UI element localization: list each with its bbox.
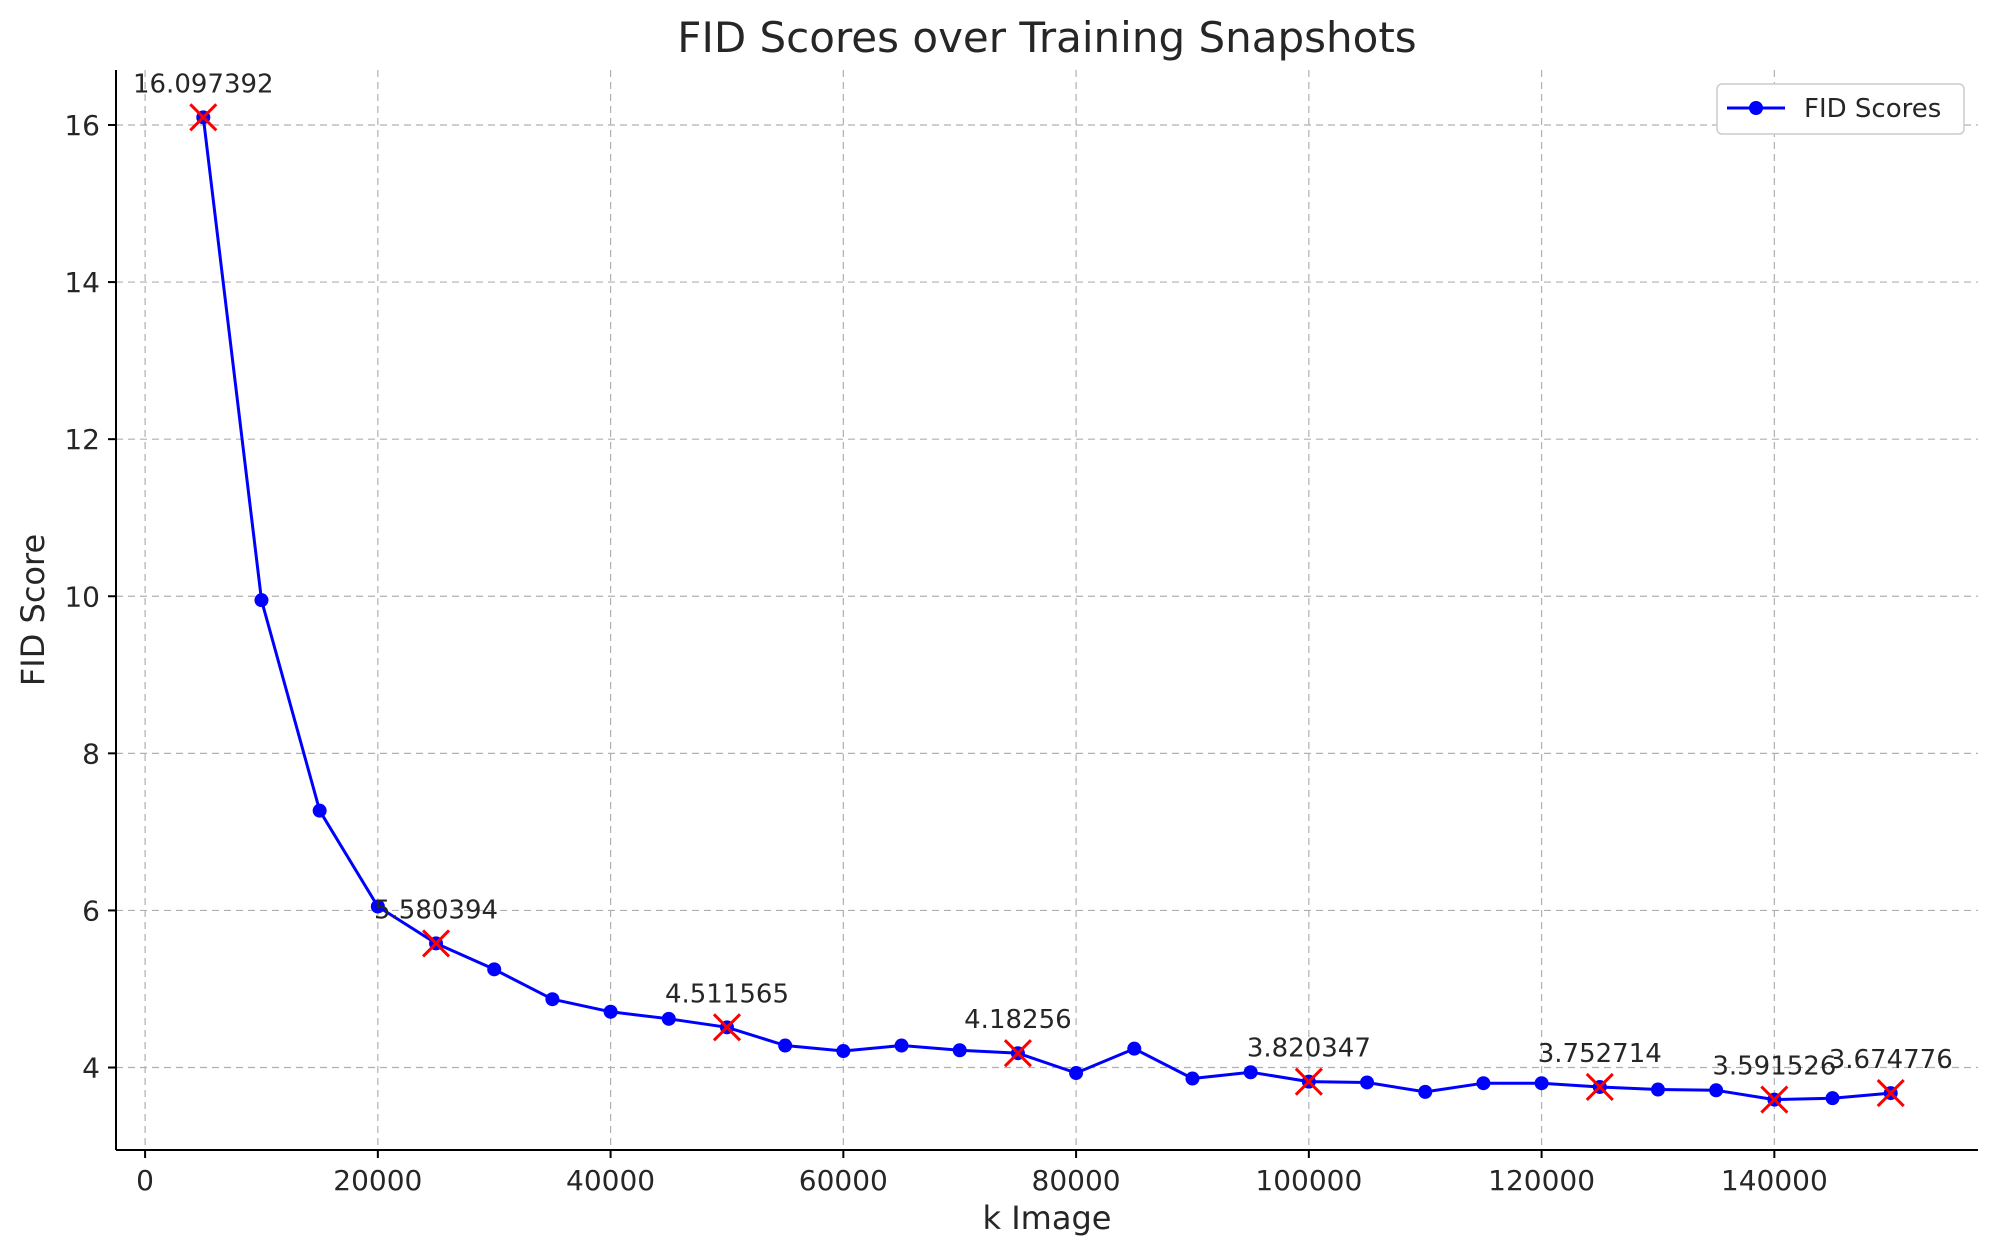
x-tick-label: 0: [136, 1164, 154, 1197]
y-tick-label: 6: [82, 894, 100, 927]
data-point: [487, 962, 502, 977]
legend-box: [1716, 83, 1965, 135]
x-tick-label: 100000: [1255, 1164, 1362, 1197]
y-tick-label: 4: [82, 1052, 100, 1085]
highlight-x-marker: [1003, 1039, 1032, 1068]
highlight-x-marker: [712, 1013, 742, 1042]
legend: FID Scores: [1716, 83, 1965, 135]
highlight-x-marker: [189, 103, 218, 132]
highlight-x-stroke: [1585, 1072, 1614, 1102]
data-point: [1185, 1071, 1200, 1086]
data-point: [1243, 1065, 1258, 1080]
point-annotation: 3.591526: [1712, 1052, 1836, 1082]
highlight-x-marker: [1760, 1085, 1789, 1114]
highlight-x-stroke: [1003, 1039, 1032, 1068]
legend-label: FID Scores: [1804, 94, 1941, 124]
point-annotation: 5.580394: [374, 895, 498, 925]
data-point: [894, 1038, 909, 1053]
x-tick-label: 60000: [799, 1164, 888, 1197]
y-axis-title: FID Score: [14, 534, 52, 686]
series-layer: [196, 110, 1898, 1107]
legend-marker: [1749, 101, 1763, 115]
data-point: [952, 1043, 967, 1058]
data-point: [370, 899, 385, 914]
chart-title: FID Scores over Training Snapshots: [677, 13, 1416, 62]
annotation-layer: 16.097392 5.580394 4.511565 4.18256 3.820347…: [133, 69, 1953, 1081]
data-point: [603, 1004, 618, 1019]
point-annotation: 3.674776: [1829, 1045, 1953, 1075]
x-tick-label: 140000: [1721, 1164, 1828, 1197]
grid: [116, 70, 1978, 1150]
data-point: [1069, 1066, 1084, 1081]
data-point: [778, 1038, 793, 1053]
point-annotation: 3.820347: [1247, 1034, 1371, 1064]
y-tick-label: 12: [64, 423, 100, 456]
highlight-x-stroke: [1876, 1079, 1905, 1108]
point-annotation: 3.752714: [1538, 1039, 1662, 1069]
data-point: [254, 593, 269, 608]
x-tick-label: 20000: [333, 1164, 422, 1197]
highlight-x-marker: [421, 929, 451, 958]
y-tick-label: 16: [64, 109, 100, 142]
y-tick-label: 10: [64, 580, 100, 613]
highlight-x-stroke: [1760, 1085, 1789, 1114]
x-tick-label: 120000: [1488, 1164, 1595, 1197]
highlight-x-stroke: [421, 929, 451, 958]
point-annotation: 16.097392: [133, 69, 274, 99]
data-point: [1127, 1041, 1142, 1056]
y-tick-label: 14: [64, 266, 100, 299]
axes: [115, 70, 1978, 1151]
data-point: [1476, 1076, 1491, 1091]
highlight-layer: [189, 103, 1905, 1114]
y-axis-ticks: 4 6 8 10 12 14 16: [64, 109, 116, 1085]
data-point: [1709, 1083, 1724, 1098]
data-point: [545, 992, 560, 1007]
point-annotation: 4.18256: [964, 1005, 1072, 1035]
y-tick-label: 8: [82, 737, 100, 770]
x-axis-ticks: 0 20000 40000 60000 80000 100000 120000 140000: [136, 1150, 1828, 1197]
point-annotation: 4.511565: [665, 979, 789, 1009]
x-axis-title: k Image: [983, 1199, 1112, 1237]
highlight-x-stroke: [712, 1013, 742, 1042]
data-point: [312, 803, 327, 818]
series-line: [201, 117, 1891, 1102]
data-point: [1360, 1075, 1375, 1090]
data-point: [1650, 1082, 1665, 1097]
highlight-x-stroke: [1294, 1067, 1323, 1096]
data-point: [836, 1044, 851, 1059]
x-tick-label: 40000: [566, 1164, 655, 1197]
data-point: [661, 1011, 676, 1026]
data-point: [1825, 1091, 1840, 1106]
highlight-x-stroke: [189, 103, 218, 132]
data-point: [1534, 1076, 1549, 1091]
highlight-x-marker: [1294, 1067, 1323, 1096]
data-point: [1418, 1084, 1433, 1099]
x-tick-label: 80000: [1032, 1164, 1121, 1197]
highlight-x-marker: [1876, 1079, 1905, 1108]
highlight-x-marker: [1585, 1072, 1614, 1102]
